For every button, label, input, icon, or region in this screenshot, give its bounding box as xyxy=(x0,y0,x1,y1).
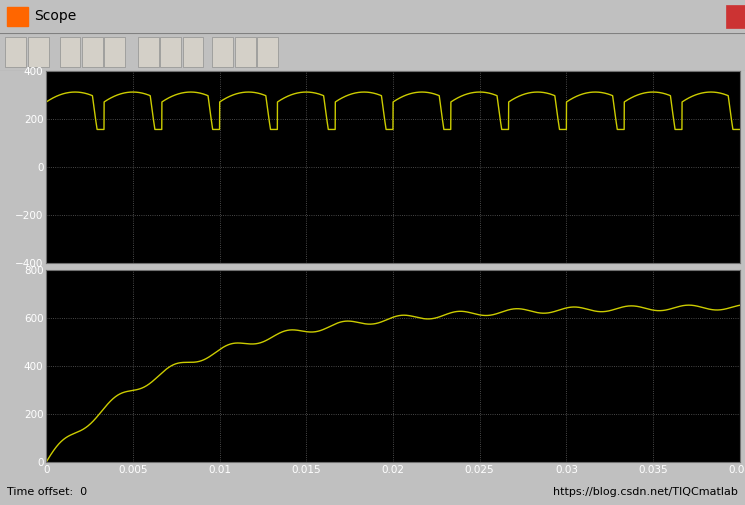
Bar xyxy=(5,36,26,67)
Bar xyxy=(183,36,203,67)
Bar xyxy=(685,5,704,28)
Bar xyxy=(138,36,159,67)
Bar xyxy=(708,5,726,28)
Bar xyxy=(257,36,278,67)
Bar xyxy=(212,36,233,67)
Text: https://blog.csdn.net/TIQCmatlab: https://blog.csdn.net/TIQCmatlab xyxy=(553,487,738,497)
Text: Time offset:  0: Time offset: 0 xyxy=(7,487,88,497)
Bar xyxy=(235,36,256,67)
Bar xyxy=(60,36,80,67)
Bar xyxy=(82,36,103,67)
Bar xyxy=(104,36,125,67)
Bar xyxy=(28,36,49,67)
Bar xyxy=(160,36,181,67)
Bar xyxy=(7,7,28,26)
Text: Scope: Scope xyxy=(34,10,77,23)
Bar xyxy=(726,5,745,28)
